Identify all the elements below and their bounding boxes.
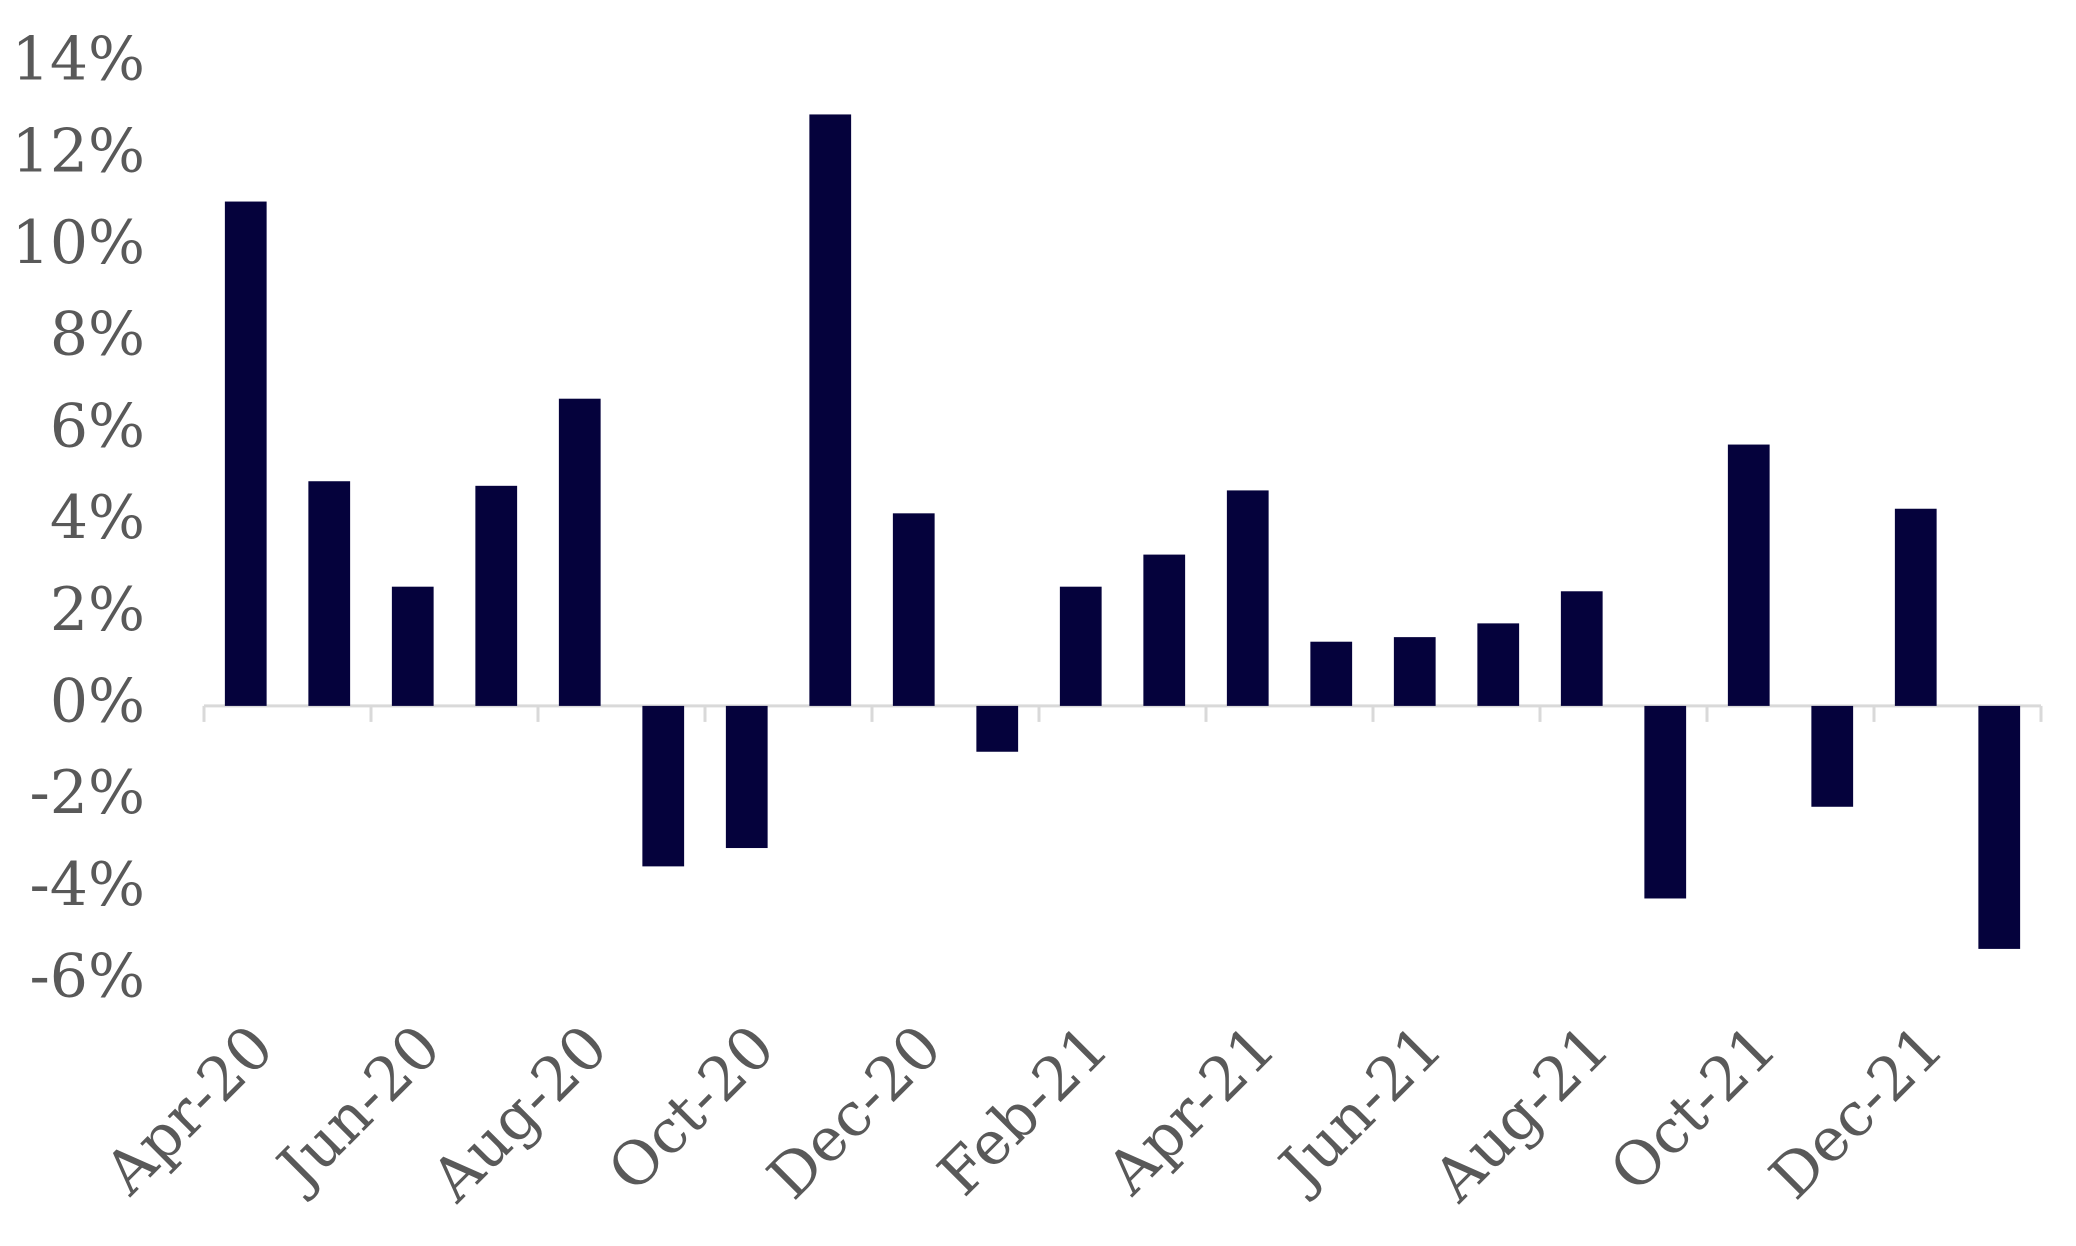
bar <box>1143 554 1186 706</box>
x-tick-label: Dec-21 <box>1757 1012 1958 1213</box>
bar <box>475 485 518 706</box>
bar <box>308 481 351 706</box>
bar <box>391 586 434 706</box>
bar <box>1894 508 1937 706</box>
y-tick-label: 10% <box>12 208 145 278</box>
bar <box>1727 444 1770 706</box>
x-tick-label: Oct-20 <box>595 1012 788 1205</box>
bar <box>558 398 601 706</box>
x-tick-label: Jun-21 <box>1263 1012 1457 1206</box>
y-tick-label: 0% <box>50 666 145 736</box>
y-tick-label: 4% <box>50 483 145 553</box>
y-tick-label: 2% <box>50 575 145 645</box>
y-tick-label: -2% <box>30 758 145 828</box>
x-tick-label: Aug-20 <box>418 1012 622 1216</box>
bar <box>892 513 935 706</box>
x-tick-label: Apr-20 <box>91 1012 288 1209</box>
bar <box>1226 490 1269 706</box>
bar <box>1477 623 1520 706</box>
y-tick-label: -6% <box>30 942 145 1012</box>
x-tick-label: Apr-21 <box>1093 1012 1290 1209</box>
x-tick-label: Aug-21 <box>1420 1012 1624 1216</box>
x-tick-label: Dec-20 <box>755 1012 956 1213</box>
bar <box>1393 637 1436 706</box>
bar <box>976 705 1019 752</box>
y-tick-label: 8% <box>50 300 145 370</box>
bar <box>725 705 768 849</box>
bar <box>1978 705 2021 949</box>
y-tick-label: 6% <box>50 391 145 461</box>
bar <box>642 705 685 867</box>
bar <box>1811 705 1854 807</box>
bar <box>809 114 852 706</box>
y-tick-label: 12% <box>12 116 145 186</box>
x-tick-label: Jun-20 <box>261 1012 455 1206</box>
bar <box>1560 591 1603 706</box>
y-tick-label: 14% <box>12 25 145 95</box>
bar <box>1644 705 1687 899</box>
bar <box>224 201 267 706</box>
x-tick-label: Oct-21 <box>1597 1012 1790 1205</box>
x-tick-label: Feb-21 <box>925 1012 1122 1209</box>
bar <box>1059 586 1102 706</box>
bar <box>1310 641 1353 706</box>
y-tick-label: -4% <box>30 850 145 920</box>
